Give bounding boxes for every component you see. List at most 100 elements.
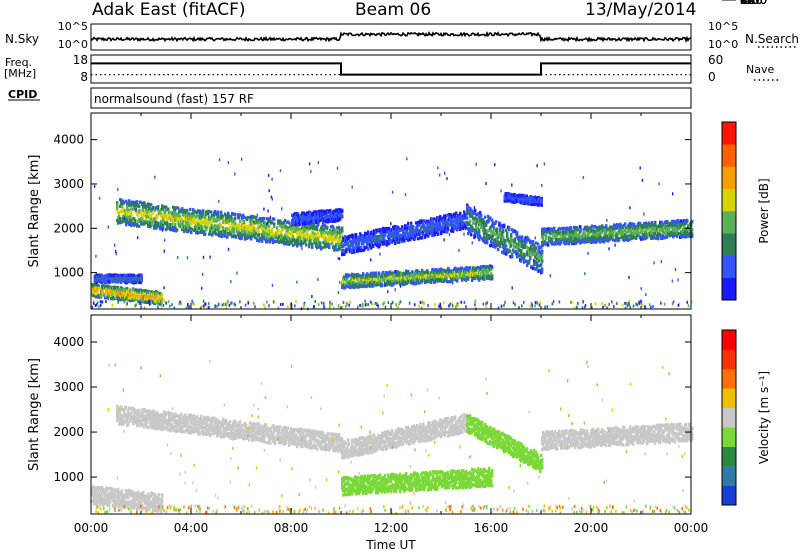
- power-panel-cell: [167, 217, 170, 221]
- power-panel-cell: [531, 252, 534, 256]
- power-panel-cell: [404, 275, 407, 279]
- power-panel-cell: [427, 234, 430, 238]
- power-panel-cell: [185, 219, 188, 223]
- power-panel-cell: [421, 268, 424, 272]
- power-panel-cell: [467, 227, 470, 231]
- power-panel-cell: [527, 246, 530, 250]
- power-panel-cell: [186, 228, 189, 232]
- power-panel-cell: [214, 209, 217, 214]
- power-panel-cell: [518, 237, 521, 241]
- power-panel-cell: [542, 243, 545, 247]
- power-panel-cell: [447, 226, 450, 230]
- power-panel-cell: [396, 237, 399, 241]
- power-panel-cell: [311, 242, 314, 246]
- power-panel-cell: [266, 240, 269, 244]
- power-panel-cell: [342, 248, 345, 252]
- freq-tick-high: 18: [73, 53, 88, 67]
- power-panel-cell: [469, 266, 472, 270]
- power-panel-cell: [96, 278, 99, 282]
- power-panel-cell: [252, 231, 255, 235]
- power-panel-cell: [434, 226, 437, 230]
- power-panel-cell: [526, 263, 529, 267]
- power-panel-cell: [362, 278, 365, 282]
- power-panel-cell: [249, 219, 252, 224]
- power-panel-cell: [123, 201, 126, 205]
- power-panel-cell: [494, 222, 497, 226]
- power-panel-cell: [432, 220, 435, 225]
- power-panel-cell: [256, 219, 259, 223]
- power-panel-cell: [495, 220, 498, 224]
- power-panel-cell: [409, 238, 412, 242]
- power-panel-cell: [142, 208, 145, 212]
- power-panel-cell: [341, 240, 344, 244]
- power-panel-cell: [306, 235, 309, 239]
- power-panel-cell: [477, 265, 480, 270]
- power-panel-cell: [492, 224, 495, 228]
- power-panel-cell: [239, 225, 242, 229]
- power-panel-cell: [471, 214, 474, 218]
- power-panel-cell: [326, 227, 329, 231]
- power-panel-cell: [320, 230, 323, 234]
- power-panel-cell: [108, 280, 111, 284]
- power-panel-cell: [313, 210, 316, 214]
- power-panel-cell: [510, 244, 513, 248]
- power-panel-cell: [313, 222, 316, 226]
- power-panel-cell: [587, 226, 590, 230]
- power-panel-cell: [479, 216, 482, 220]
- power-panel-cell: [511, 255, 514, 259]
- power-panel-cell: [114, 273, 117, 277]
- power-panel-cell: [421, 278, 424, 282]
- power-panel-cell: [436, 224, 439, 228]
- power-panel-cell: [460, 226, 463, 230]
- power-panel-cell: [280, 221, 283, 225]
- power-panel-cell: [207, 223, 210, 227]
- power-panel-cell: [306, 238, 309, 242]
- power-panel-cell: [507, 237, 510, 241]
- power-panel-cell: [402, 279, 405, 283]
- power-panel-cell: [276, 226, 279, 230]
- power-panel-cell: [513, 243, 516, 247]
- power-panel-cell: [145, 204, 148, 208]
- power-panel-cell: [469, 226, 472, 231]
- power-panel-cell: [220, 210, 223, 214]
- power-panel-cell: [404, 224, 407, 228]
- power-panel-cell: [310, 238, 313, 242]
- power-panel-cell: [205, 212, 208, 216]
- power-panel-cell: [178, 210, 181, 214]
- power-panel-cell: [124, 209, 127, 213]
- power-panel-cell: [247, 224, 250, 228]
- power-panel-cell: [522, 239, 525, 243]
- power-panel-cell: [339, 217, 342, 221]
- power-panel-cell: [298, 235, 301, 239]
- power-panel-cell: [410, 223, 413, 227]
- power-panel-cell: [444, 273, 447, 277]
- power-panel-cell: [290, 228, 293, 232]
- power-panel-cell: [540, 253, 543, 257]
- power-panel-cell: [145, 219, 148, 223]
- power-panel-cell: [461, 278, 464, 282]
- power-panel-cell: [308, 223, 311, 227]
- power-panel-cell: [239, 213, 242, 217]
- power-panel-cell: [157, 300, 160, 304]
- power-panel-cell: [213, 214, 216, 218]
- power-panel-cell: [130, 207, 133, 211]
- power-panel-cell: [210, 221, 213, 226]
- power-panel-cell: [243, 233, 246, 237]
- power-panel-cell: [183, 213, 186, 217]
- power-panel-cell: [208, 221, 211, 225]
- power-panel-cell: [521, 241, 524, 246]
- power-panel-cell: [431, 217, 434, 221]
- power-panel-cell: [378, 245, 381, 249]
- power-panel-cell: [174, 225, 177, 230]
- power-panel-cell: [171, 224, 174, 228]
- power-panel-cell: [125, 199, 128, 203]
- power-panel-cell: [237, 213, 240, 217]
- power-panel-cell: [140, 273, 143, 277]
- power-panel-cell: [337, 212, 340, 216]
- power-panel-cell: [316, 241, 319, 245]
- power-panel-cell: [238, 216, 241, 220]
- power-panel-cell: [165, 205, 168, 209]
- power-panel-cell: [261, 228, 264, 232]
- power-panel-cell: [531, 243, 534, 247]
- power-panel-cell: [390, 238, 393, 242]
